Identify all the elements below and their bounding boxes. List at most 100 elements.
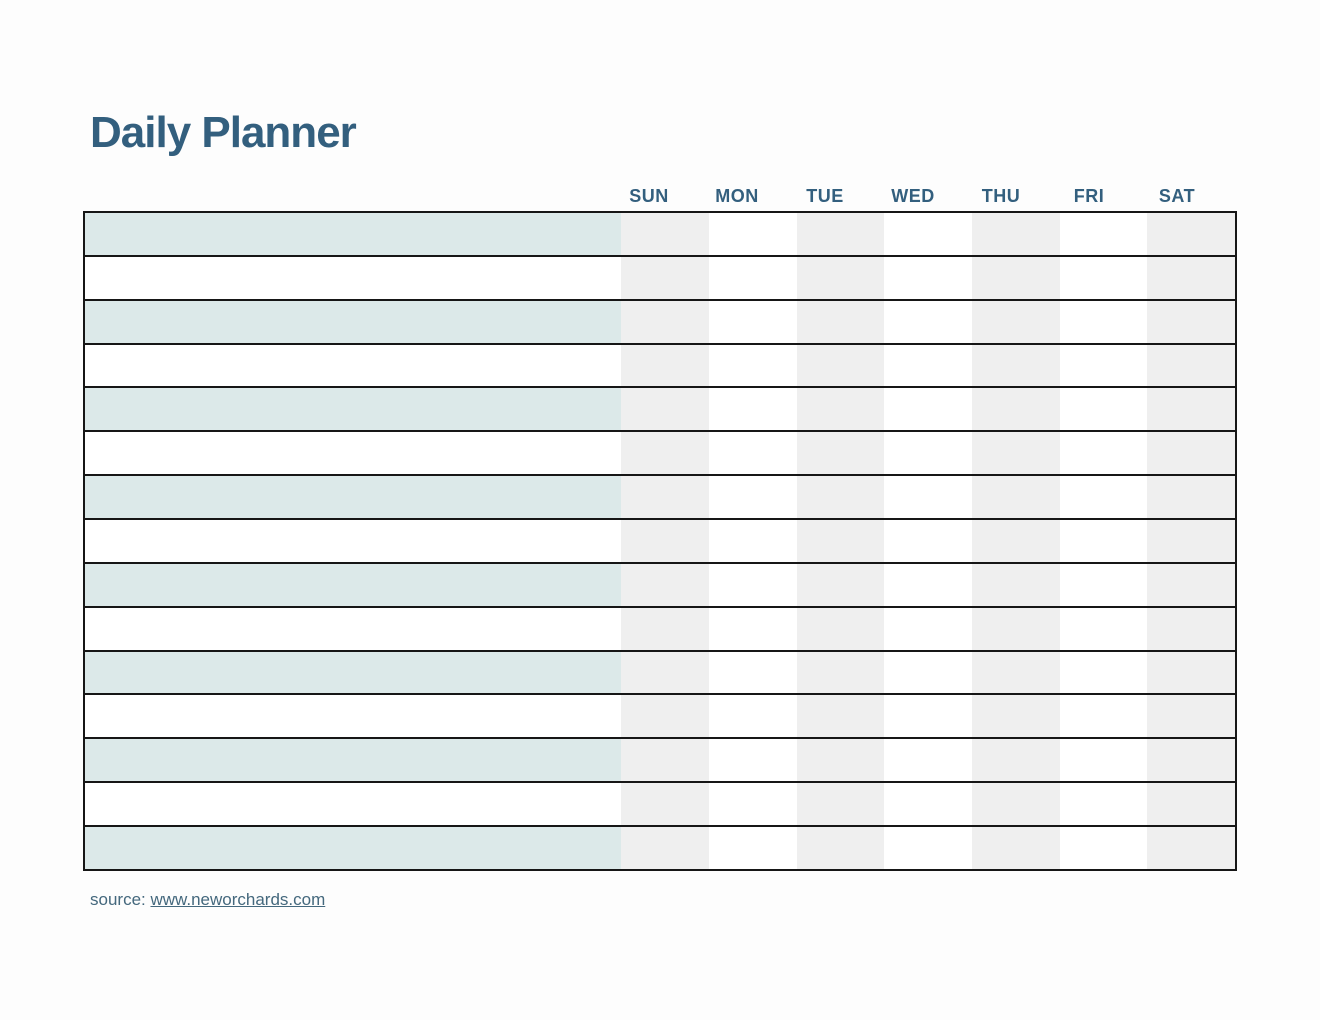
day-header-label: WED (891, 186, 935, 206)
day-cell-sat (1147, 388, 1235, 431)
day-cell-fri (1059, 213, 1148, 255)
day-cell-thu (971, 827, 1060, 869)
day-cell-sun (621, 432, 709, 475)
day-cell-sun (621, 520, 709, 562)
source-label: source: (90, 890, 151, 909)
day-cell-mon (708, 607, 797, 650)
day-cell-mon (708, 256, 797, 299)
day-cell-wed (884, 651, 972, 694)
planner-row (85, 695, 1235, 740)
day-cell-wed (884, 256, 972, 299)
day-cell-tue (796, 783, 885, 826)
task-cell (85, 476, 622, 519)
day-cell-tue (796, 300, 885, 343)
task-cell (85, 520, 622, 562)
day-header-label: THU (981, 186, 1021, 206)
day-cell-mon (708, 344, 797, 387)
day-cell-sun (621, 300, 709, 343)
day-header-fri: FRI (1061, 184, 1149, 209)
planner-row (85, 213, 1235, 257)
day-cell-mon (708, 783, 797, 826)
day-cell-fri (1059, 344, 1148, 387)
day-cell-fri (1059, 432, 1148, 475)
day-cell-thu (971, 432, 1060, 475)
day-cell-thu (971, 520, 1060, 562)
day-cell-mon (708, 739, 797, 782)
day-cell-sun (621, 739, 709, 782)
planner-row (85, 476, 1235, 521)
day-cell-sat (1147, 739, 1235, 782)
day-cell-fri (1059, 388, 1148, 431)
day-header-label: MON (715, 186, 759, 206)
day-cell-sun (621, 213, 709, 255)
day-cell-thu (971, 388, 1060, 431)
day-cell-mon (708, 388, 797, 431)
day-cell-fri (1059, 783, 1148, 826)
source-line: source: www.neworchards.com (90, 890, 325, 910)
planner-row (85, 432, 1235, 477)
source-link[interactable]: www.neworchards.com (150, 890, 326, 909)
day-cell-sat (1147, 300, 1235, 343)
day-cell-sat (1147, 563, 1235, 606)
task-cell (85, 651, 622, 694)
day-cell-tue (796, 432, 885, 475)
planner-table (83, 211, 1237, 871)
day-cell-thu (971, 783, 1060, 826)
task-cell (85, 388, 622, 431)
day-cell-sat (1147, 213, 1235, 255)
day-cell-fri (1059, 827, 1148, 869)
day-header-wed: WED (885, 184, 973, 209)
task-cell (85, 827, 622, 869)
day-cell-mon (708, 213, 797, 255)
planner-row (85, 344, 1235, 389)
task-cell (85, 695, 622, 738)
day-cell-wed (884, 476, 972, 519)
task-cell (85, 607, 622, 650)
planner-row (85, 739, 1235, 784)
day-cell-wed (884, 739, 972, 782)
planner-row (85, 520, 1235, 564)
day-cell-mon (708, 563, 797, 606)
planner-row (85, 300, 1235, 345)
day-cell-thu (971, 607, 1060, 650)
day-cell-mon (708, 827, 797, 869)
day-cell-sun (621, 607, 709, 650)
task-cell (85, 256, 622, 299)
day-cell-sun (621, 827, 709, 869)
planner-row (85, 783, 1235, 828)
day-cell-sat (1147, 651, 1235, 694)
day-cell-wed (884, 300, 972, 343)
day-cell-thu (971, 344, 1060, 387)
planner-row (85, 651, 1235, 696)
day-cell-tue (796, 388, 885, 431)
day-header-tue: TUE (797, 184, 885, 209)
day-cell-mon (708, 695, 797, 738)
day-cell-thu (971, 739, 1060, 782)
day-cell-tue (796, 563, 885, 606)
day-cell-thu (971, 563, 1060, 606)
day-cell-sat (1147, 783, 1235, 826)
planner-row (85, 388, 1235, 433)
day-cell-tue (796, 607, 885, 650)
day-cell-tue (796, 476, 885, 519)
day-cell-sun (621, 388, 709, 431)
day-header-label: TUE (806, 186, 844, 206)
day-cell-sat (1147, 432, 1235, 475)
day-cell-fri (1059, 607, 1148, 650)
day-cell-fri (1059, 300, 1148, 343)
day-cell-sat (1147, 827, 1235, 869)
day-cell-mon (708, 520, 797, 562)
day-cell-thu (971, 213, 1060, 255)
day-header-label: FRI (1073, 186, 1105, 206)
day-cell-fri (1059, 520, 1148, 562)
day-cell-fri (1059, 256, 1148, 299)
day-cell-sat (1147, 520, 1235, 562)
day-cell-sun (621, 256, 709, 299)
task-cell (85, 739, 622, 782)
day-cell-wed (884, 344, 972, 387)
day-cell-sun (621, 695, 709, 738)
day-cell-wed (884, 520, 972, 562)
day-header-sat: SAT (1149, 184, 1237, 209)
planner-row (85, 563, 1235, 608)
day-header-label: SUN (629, 186, 669, 206)
